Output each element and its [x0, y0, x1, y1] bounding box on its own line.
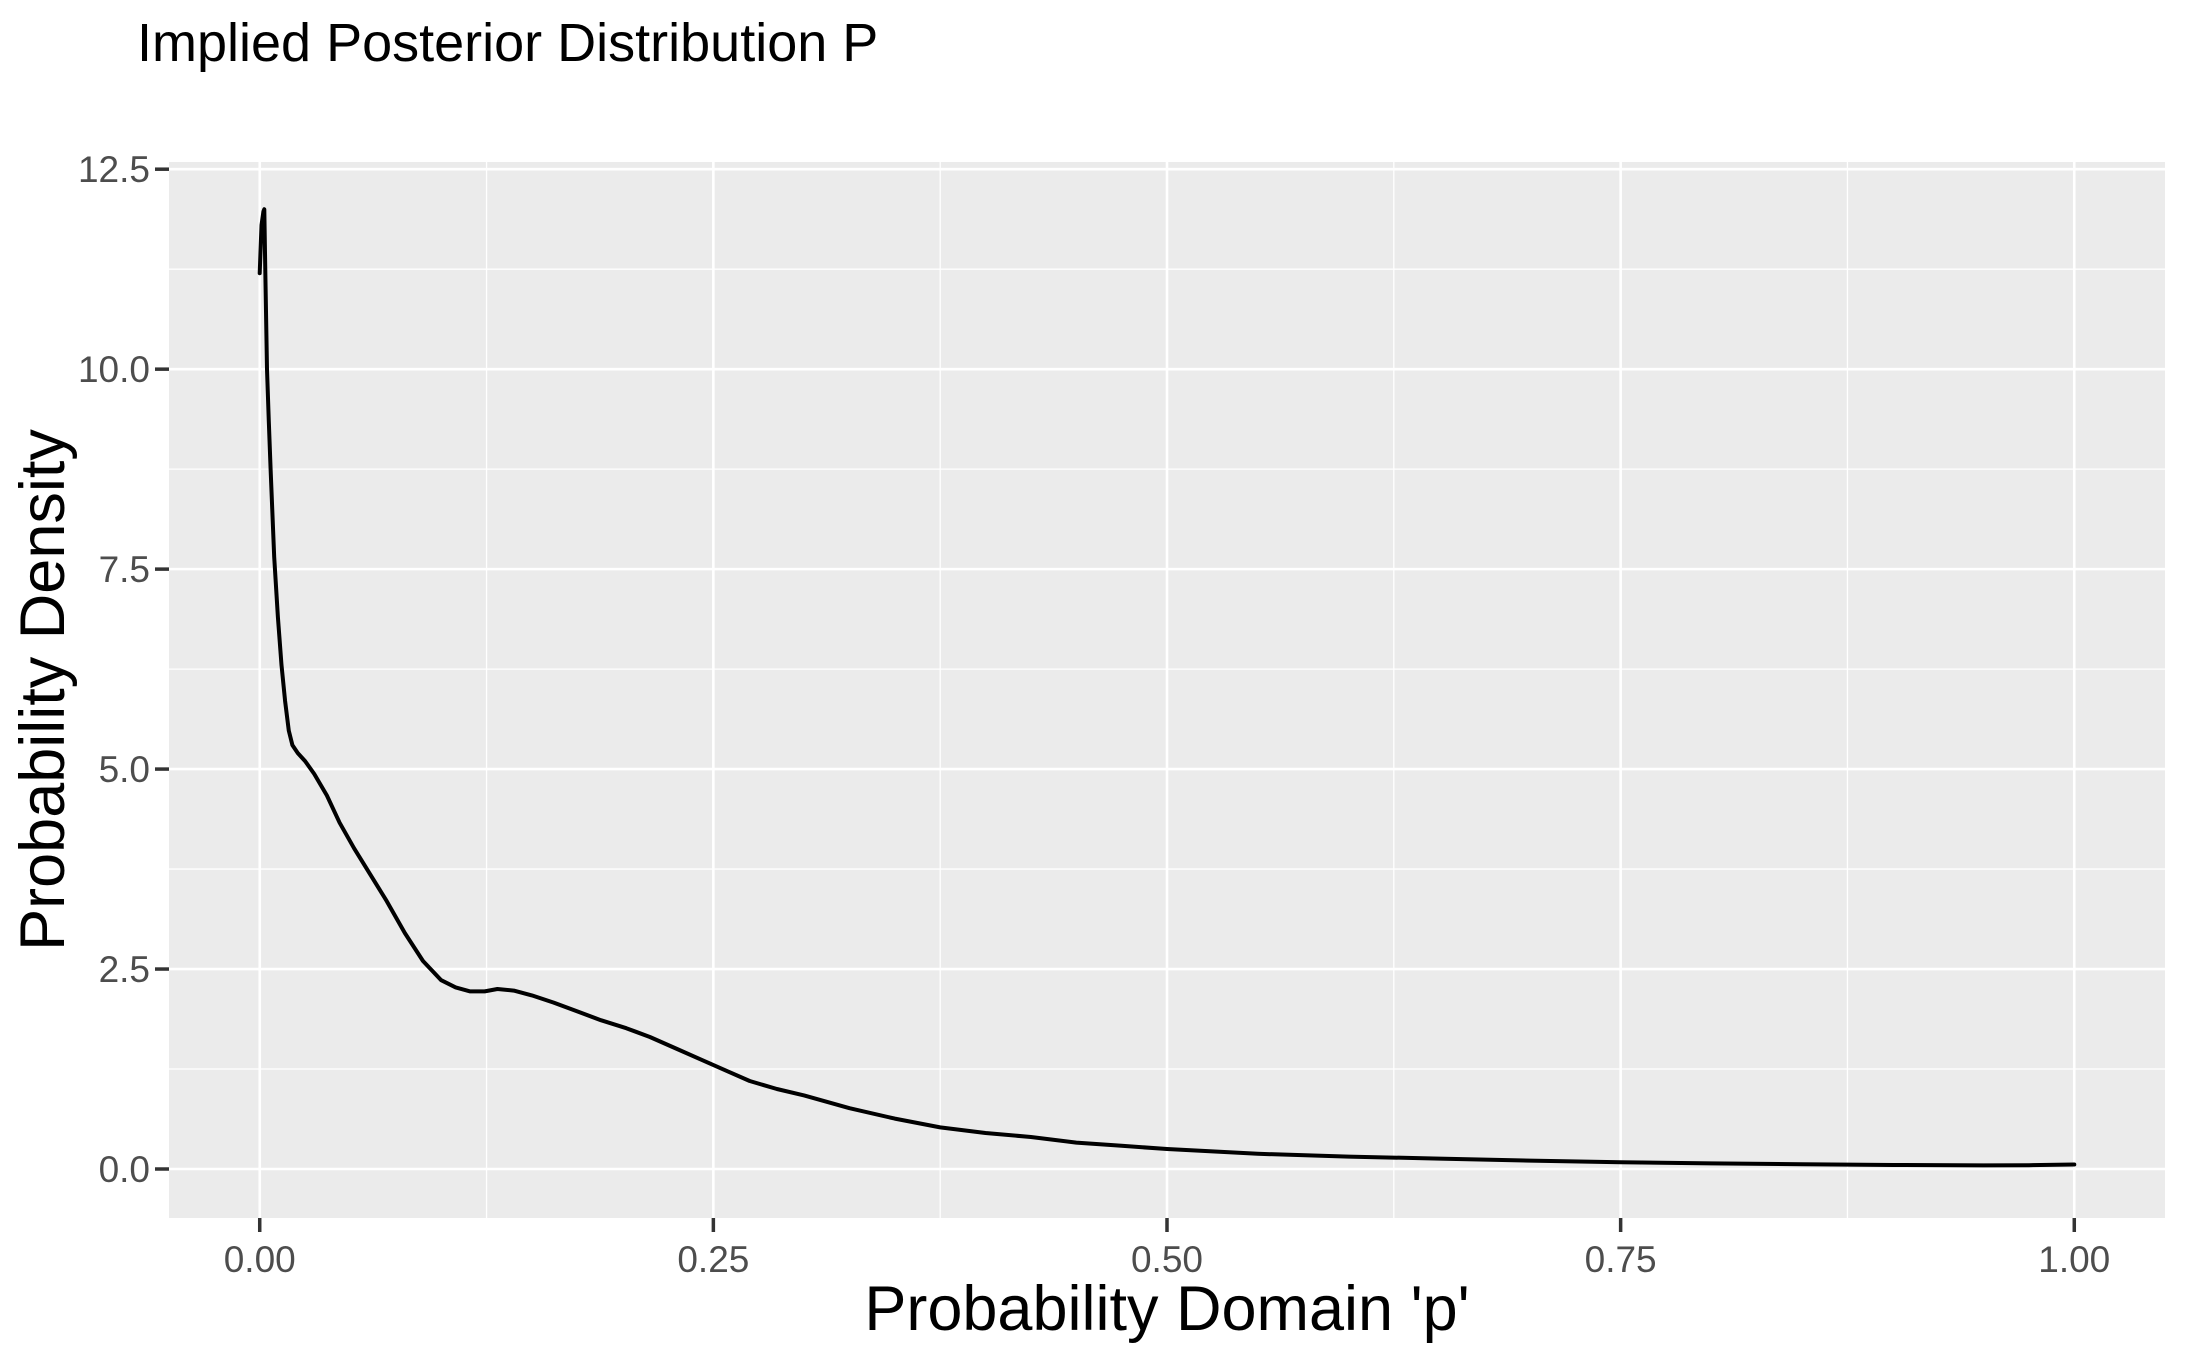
x-tick-label: 0.25	[677, 1239, 749, 1280]
y-tick-label: 10.0	[78, 349, 150, 390]
y-tick-label: 5.0	[99, 749, 150, 790]
x-tick-label: 0.50	[1131, 1239, 1203, 1280]
y-tick-label: 7.5	[99, 549, 150, 590]
density-curve	[257, 207, 2077, 1168]
y-tick-label: 0.0	[99, 1149, 150, 1190]
x-axis-title: Probability Domain 'p'	[864, 1274, 1469, 1344]
y-axis-tick-labels: 0.0 2.5 5.0 7.5 10.0 12.5	[78, 149, 150, 1190]
x-tick-label: 0.75	[1585, 1239, 1657, 1280]
x-tick-label: 0.00	[224, 1239, 296, 1280]
y-axis-title: Probability Density	[8, 429, 78, 951]
x-tick-label: 1.00	[2038, 1239, 2110, 1280]
x-axis-ticks	[257, 1218, 2077, 1232]
plot-title: Implied Posterior Distribution P	[137, 13, 878, 73]
x-axis-tick-labels: 0.00 0.25 0.50 0.75 1.00	[224, 1239, 2111, 1280]
y-tick-label: 12.5	[78, 149, 150, 190]
y-tick-label: 2.5	[99, 949, 150, 990]
y-axis-ticks	[155, 167, 169, 1171]
gridlines-major	[169, 162, 2165, 1218]
